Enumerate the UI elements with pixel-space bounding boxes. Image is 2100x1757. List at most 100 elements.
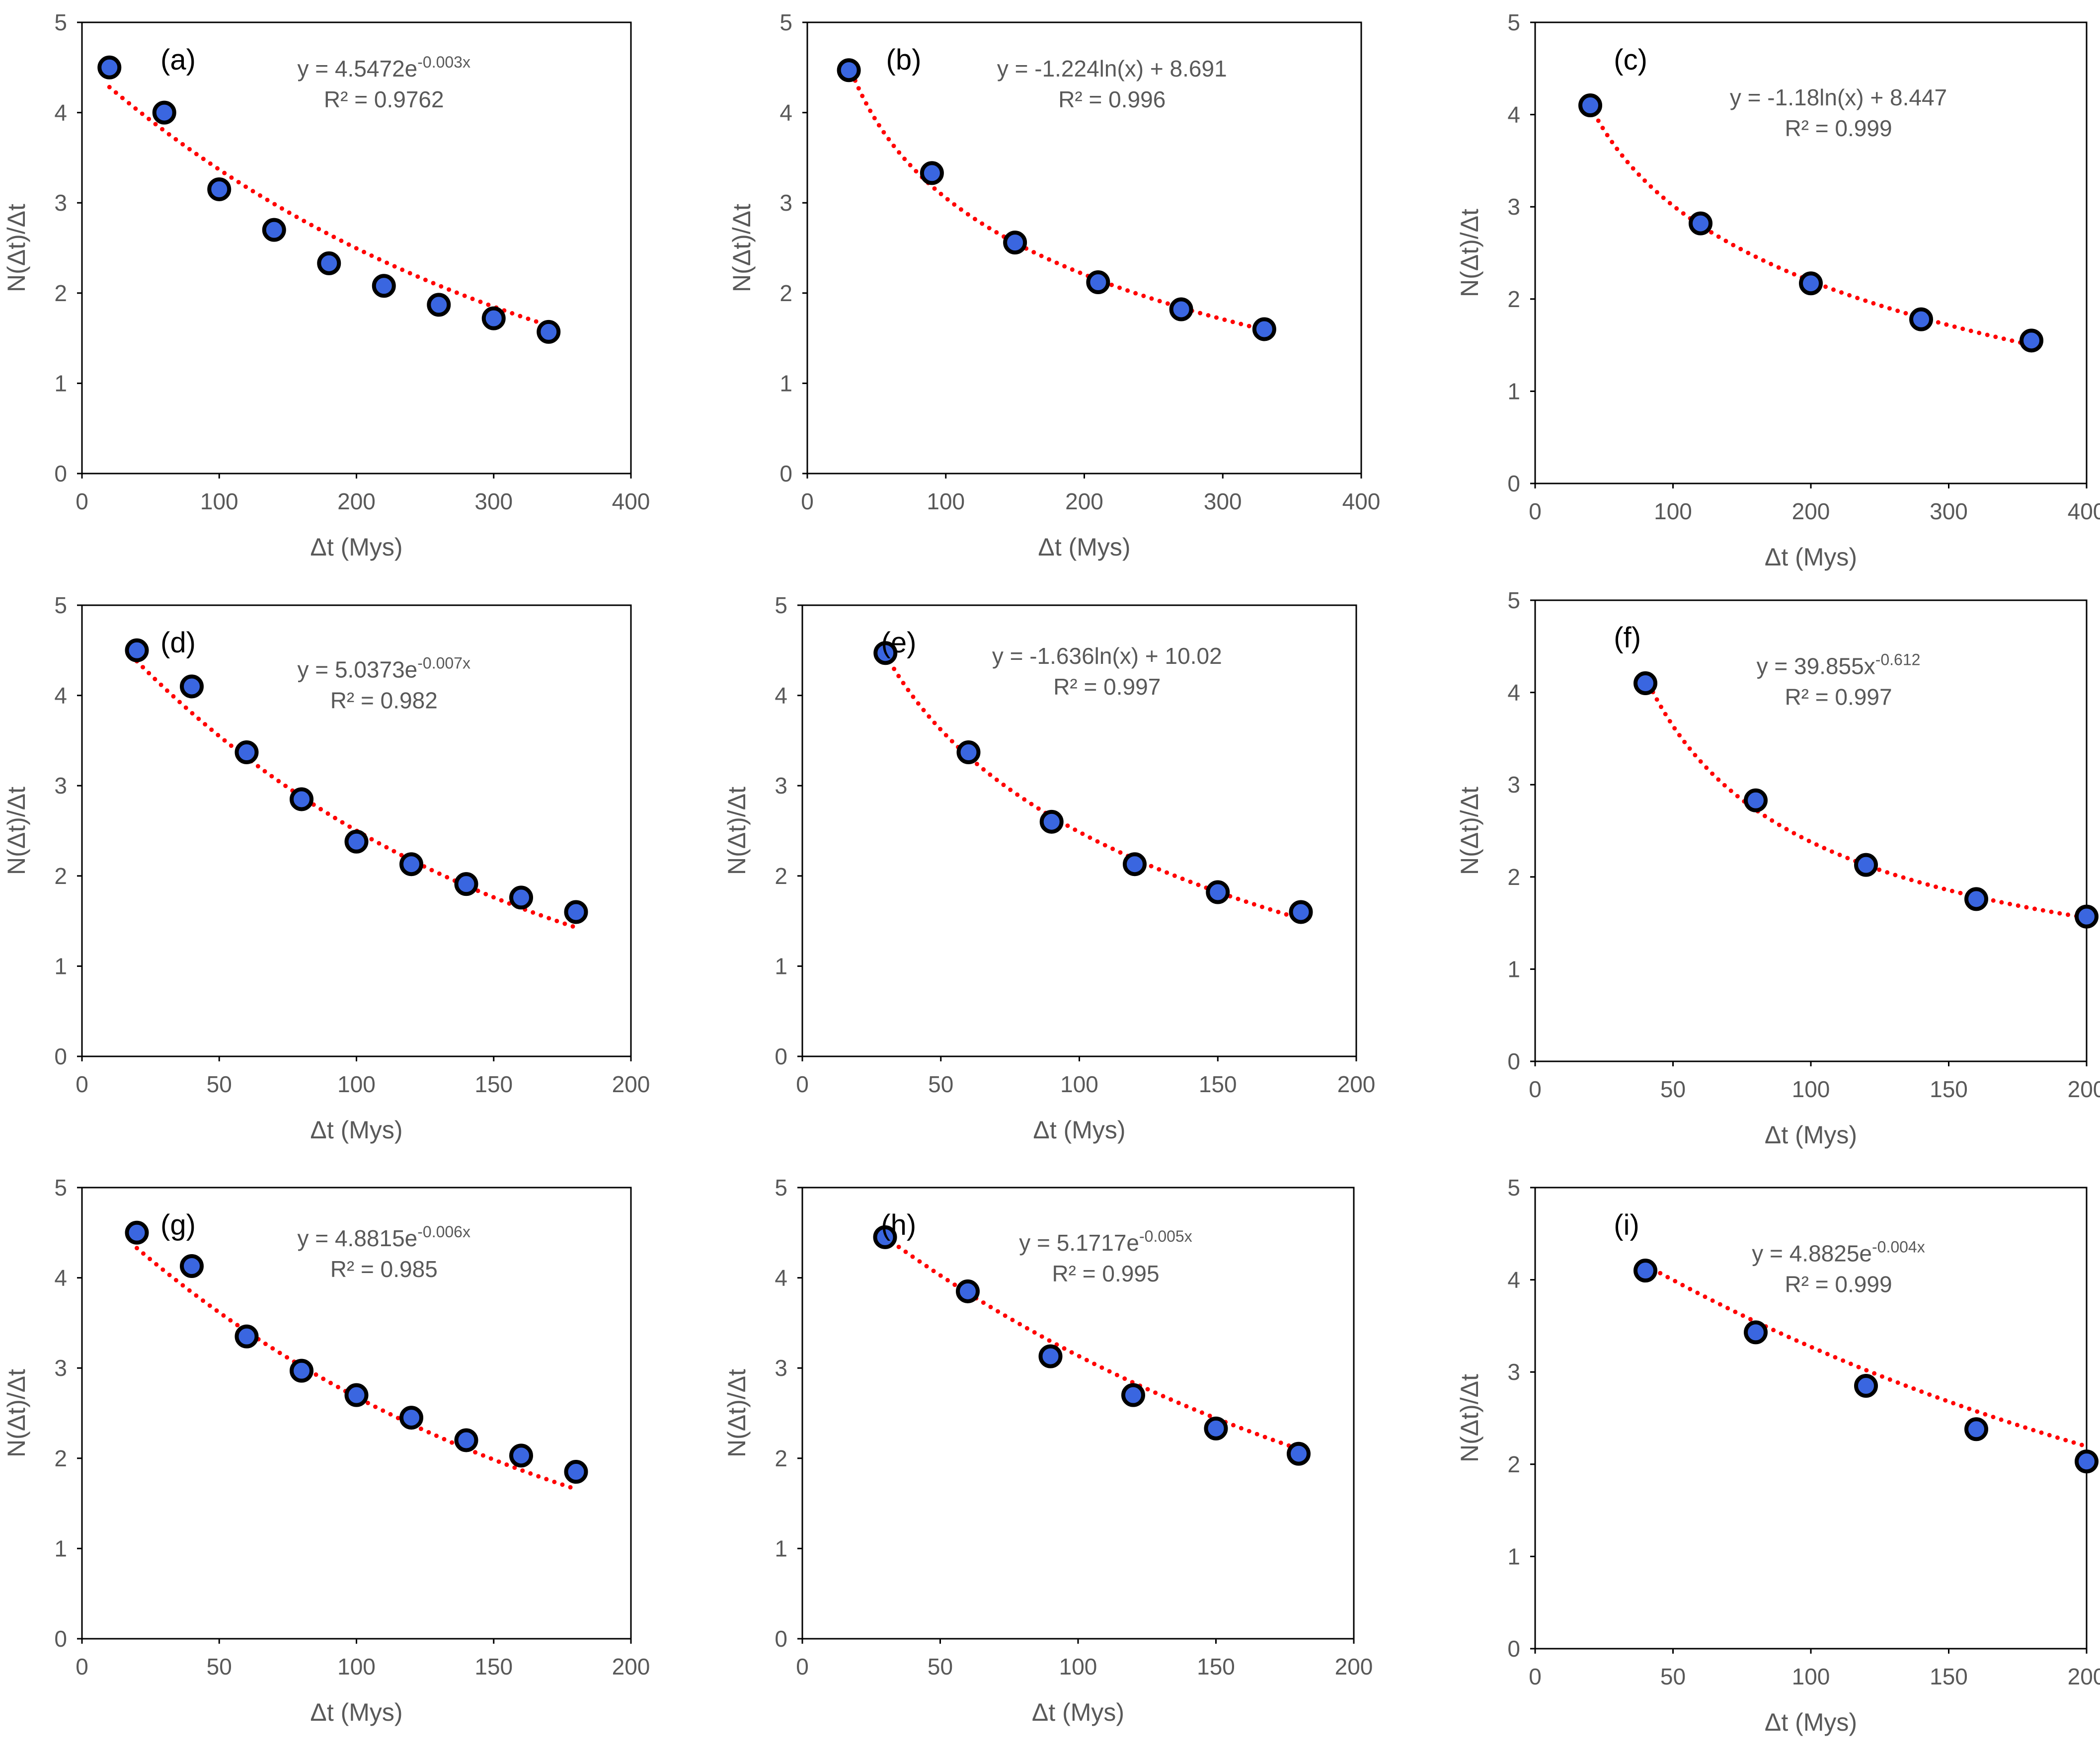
y-tick-label: 0 bbox=[779, 461, 792, 486]
y-tick-label: 3 bbox=[1507, 194, 1520, 220]
trendline-equation: y = 4.5472e-0.003x bbox=[298, 53, 470, 81]
y-axis-title: N(Δt)/Δt bbox=[1456, 787, 1483, 875]
data-point bbox=[344, 829, 369, 854]
trendline bbox=[883, 1235, 1301, 1451]
x-tick-label: 50 bbox=[1660, 1664, 1686, 1689]
chart-panel-c: 0 100 200 300 400 0 1 2 3 4 5 Δt (Mys) N(Δt)/Δt (c) y … bbox=[1456, 9, 2100, 571]
trendline-equation: y = -1.18ln(x) + 8.447 bbox=[1730, 84, 1947, 110]
y-axis-title: N(Δt)/Δt bbox=[1456, 1374, 1483, 1462]
data-point bbox=[837, 58, 861, 82]
chart-panel-d: 0 50 100 150 200 0 1 2 3 4 5 Δt (Mys) N(Δt)/Δt (d) y =… bbox=[2, 592, 650, 1144]
data-point bbox=[317, 251, 341, 275]
y-tick-label: 2 bbox=[54, 1445, 67, 1471]
y-tick-label: 3 bbox=[775, 773, 787, 799]
data-point bbox=[1799, 271, 1823, 296]
x-tick-label: 150 bbox=[474, 1654, 513, 1679]
panel-label: (a) bbox=[160, 44, 196, 76]
y-tick-label: 5 bbox=[779, 9, 792, 35]
y-tick-label: 4 bbox=[1507, 102, 1520, 128]
y-tick-label: 0 bbox=[1507, 1636, 1520, 1662]
y-tick-label: 4 bbox=[54, 683, 67, 709]
r-squared: R² = 0.997 bbox=[1053, 674, 1161, 700]
plot-frame bbox=[1534, 599, 2088, 1062]
x-tick-label: 0 bbox=[76, 1071, 88, 1097]
x-tick-label: 0 bbox=[1529, 1076, 1542, 1102]
x-axis-title: Δt (Mys) bbox=[1032, 1698, 1124, 1726]
x-tick-label: 200 bbox=[1065, 488, 1103, 514]
x-tick-label: 50 bbox=[1660, 1076, 1686, 1102]
y-axis-title: N(Δt)/Δt bbox=[1456, 209, 1483, 297]
x-tick-label: 400 bbox=[612, 488, 650, 514]
data-point bbox=[1578, 93, 1602, 118]
y-tick-label: 1 bbox=[1507, 956, 1520, 982]
chart-panel-e: 0 50 100 150 200 0 1 2 3 4 5 Δt (Mys) N(Δt)/Δt (e) y =… bbox=[723, 592, 1375, 1144]
data-point bbox=[454, 1428, 478, 1452]
data-point bbox=[1206, 880, 1230, 904]
x-tick-label: 200 bbox=[1792, 498, 1830, 524]
x-tick-label: 0 bbox=[76, 488, 88, 514]
x-tick-label: 0 bbox=[801, 488, 814, 514]
data-point bbox=[125, 638, 149, 662]
x-tick-label: 200 bbox=[1335, 1654, 1373, 1679]
x-tick-label: 150 bbox=[1930, 1664, 1968, 1689]
y-tick-label: 1 bbox=[54, 370, 67, 396]
data-point bbox=[481, 306, 506, 330]
data-point bbox=[1121, 1383, 1145, 1407]
y-tick-label: 0 bbox=[775, 1043, 787, 1069]
plot-frame bbox=[1534, 21, 2088, 484]
data-point bbox=[873, 1225, 897, 1249]
data-point bbox=[1633, 671, 1657, 696]
x-tick-label: 200 bbox=[2068, 1076, 2100, 1102]
trendline bbox=[1643, 674, 2089, 920]
y-tick-label: 1 bbox=[54, 953, 67, 979]
data-point bbox=[2075, 1449, 2099, 1474]
trendline-equation: y = 39.855x-0.612 bbox=[1757, 650, 1921, 679]
trendline bbox=[847, 63, 1267, 332]
r-squared: R² = 0.999 bbox=[1785, 1271, 1892, 1297]
data-point bbox=[537, 319, 561, 344]
y-tick-label: 2 bbox=[1507, 286, 1520, 312]
y-tick-label: 3 bbox=[1507, 772, 1520, 798]
data-point bbox=[1039, 809, 1064, 834]
panel-label: (g) bbox=[160, 1209, 196, 1241]
y-axis-title: N(Δt)/Δt bbox=[2, 1369, 30, 1457]
x-tick-label: 150 bbox=[474, 1071, 513, 1097]
y-tick-label: 1 bbox=[1507, 1543, 1520, 1569]
x-axis-title: Δt (Mys) bbox=[1033, 1116, 1125, 1144]
data-point bbox=[180, 1254, 204, 1278]
x-tick-label: 0 bbox=[796, 1654, 809, 1679]
y-tick-label: 0 bbox=[54, 1626, 67, 1652]
data-point bbox=[1689, 211, 1712, 236]
x-tick-label: 0 bbox=[76, 1654, 88, 1679]
plot-frame bbox=[801, 604, 1357, 1057]
data-point bbox=[1086, 270, 1110, 295]
panel-label: (b) bbox=[886, 44, 922, 76]
y-tick-label: 0 bbox=[1507, 1048, 1520, 1074]
data-point bbox=[1744, 1320, 1768, 1345]
y-tick-label: 3 bbox=[54, 773, 67, 799]
data-point bbox=[1003, 231, 1027, 255]
y-tick-label: 3 bbox=[54, 190, 67, 216]
chart-panel-h: 0 50 100 150 200 0 1 2 3 4 5 Δt (Mys) N(Δt)/Δt (h) y =… bbox=[723, 1175, 1373, 1726]
y-tick-label: 5 bbox=[1507, 1175, 1520, 1200]
x-axis-title: Δt (Mys) bbox=[310, 1698, 402, 1726]
x-tick-label: 100 bbox=[200, 488, 238, 514]
data-point bbox=[1964, 887, 1988, 911]
x-tick-label: 50 bbox=[928, 1071, 953, 1097]
x-tick-label: 200 bbox=[1337, 1071, 1376, 1097]
trendline bbox=[1643, 1263, 2089, 1449]
trendline-equation: y = 5.1717e-0.005x bbox=[1019, 1227, 1192, 1256]
data-point bbox=[234, 1324, 259, 1349]
x-tick-label: 100 bbox=[1792, 1664, 1830, 1689]
x-tick-label: 200 bbox=[2068, 1664, 2100, 1689]
y-tick-label: 2 bbox=[54, 863, 67, 889]
y-tick-label: 3 bbox=[54, 1355, 67, 1381]
chart-panel-b: 0 100 200 300 400 0 1 2 3 4 5 Δt (Mys) N(Δt)/Δt (b) y … bbox=[728, 9, 1380, 561]
data-point bbox=[1909, 307, 1933, 331]
y-tick-label: 2 bbox=[775, 1445, 787, 1471]
y-axis-title: N(Δt)/Δt bbox=[2, 204, 30, 292]
data-point bbox=[427, 293, 451, 317]
x-tick-label: 200 bbox=[337, 488, 376, 514]
x-axis-title: Δt (Mys) bbox=[1765, 1708, 1857, 1736]
